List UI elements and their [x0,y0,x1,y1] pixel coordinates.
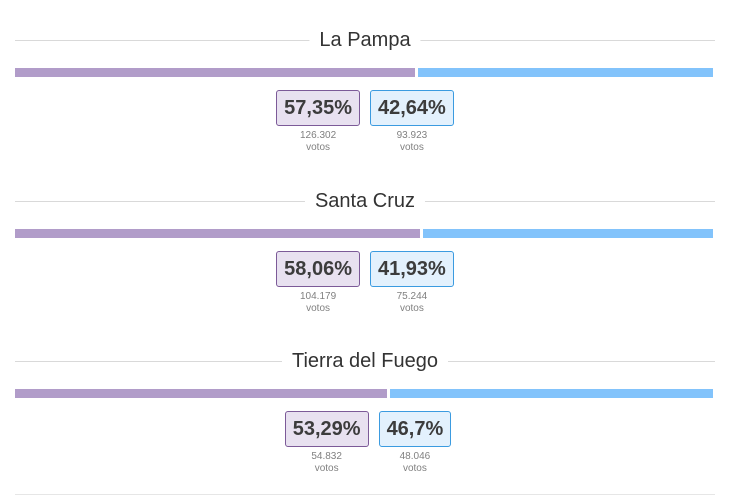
vote-share-bar-b [390,389,713,398]
votes-count-b: 93.923 votos [397,130,428,154]
candidate-a-result: 58,06% 104.179 votos [276,251,360,315]
bar-gap [387,389,390,398]
region-result: Santa Cruz 58,06% 104.179 votos 41,93% 7… [15,188,715,338]
candidate-b-result: 42,64% 93.923 votos [370,90,454,154]
votes-label: votos [306,142,331,153]
votes-count-a: 126.302 votos [300,130,336,154]
percent-badge-b: 41,93% [370,251,454,287]
votes-number: 126.302 [300,130,337,141]
votes-label: votos [399,303,424,314]
vote-share-bar-b [418,68,713,77]
percent-badge-a: 57,35% [276,90,360,126]
bar-gap [420,229,423,238]
votes-label: votos [306,303,331,314]
votes-label: votos [399,142,424,153]
votes-number: 104.179 [300,291,337,302]
region-title: La Pampa [309,27,421,53]
vote-share-bar [15,389,713,398]
region-header: Tierra del Fuego [15,348,715,374]
region-title: Santa Cruz [304,188,426,214]
votes-count-b: 75.244 votos [397,291,428,315]
percent-cards: 53,29% 54.832 votos 46,7% 48.046 votos [15,411,715,475]
candidate-b-result: 46,7% 48.046 votos [378,411,452,475]
votes-label: votos [314,463,339,474]
region-result: Tierra del Fuego 53,29% 54.832 votos 46,… [15,348,715,498]
percent-cards: 57,35% 126.302 votos 42,64% 93.923 votos [15,90,715,154]
votes-count-b: 48.046 votos [400,451,431,475]
percent-badge-a: 58,06% [276,251,360,287]
candidate-a-result: 53,29% 54.832 votos [284,411,369,475]
divider [15,494,715,495]
vote-share-bar [15,229,713,238]
region-result: La Pampa 57,35% 126.302 votos 42,64% 93.… [15,27,715,177]
votes-number: 54.832 [311,451,342,462]
percent-cards: 58,06% 104.179 votos 41,93% 75.244 votos [15,251,715,315]
region-title: Tierra del Fuego [282,348,448,374]
candidate-a-result: 57,35% 126.302 votos [276,90,360,154]
percent-badge-b: 46,7% [378,411,452,447]
votes-count-a: 104.179 votos [300,291,336,315]
vote-share-bar-a [15,229,420,238]
candidate-b-result: 41,93% 75.244 votos [370,251,454,315]
votes-count-a: 54.832 votos [311,451,342,475]
percent-badge-b: 42,64% [370,90,454,126]
vote-share-bar [15,68,713,77]
region-header: La Pampa [15,27,715,53]
bar-gap [415,68,418,77]
percent-badge-a: 53,29% [284,411,369,447]
vote-share-bar-b [423,229,713,238]
votes-number: 93.923 [396,130,428,141]
region-header: Santa Cruz [15,188,715,214]
votes-number: 75.244 [396,291,428,302]
votes-number: 48.046 [399,451,431,462]
vote-share-bar-a [15,68,415,77]
votes-label: votos [402,463,427,474]
vote-share-bar-a [15,389,387,398]
